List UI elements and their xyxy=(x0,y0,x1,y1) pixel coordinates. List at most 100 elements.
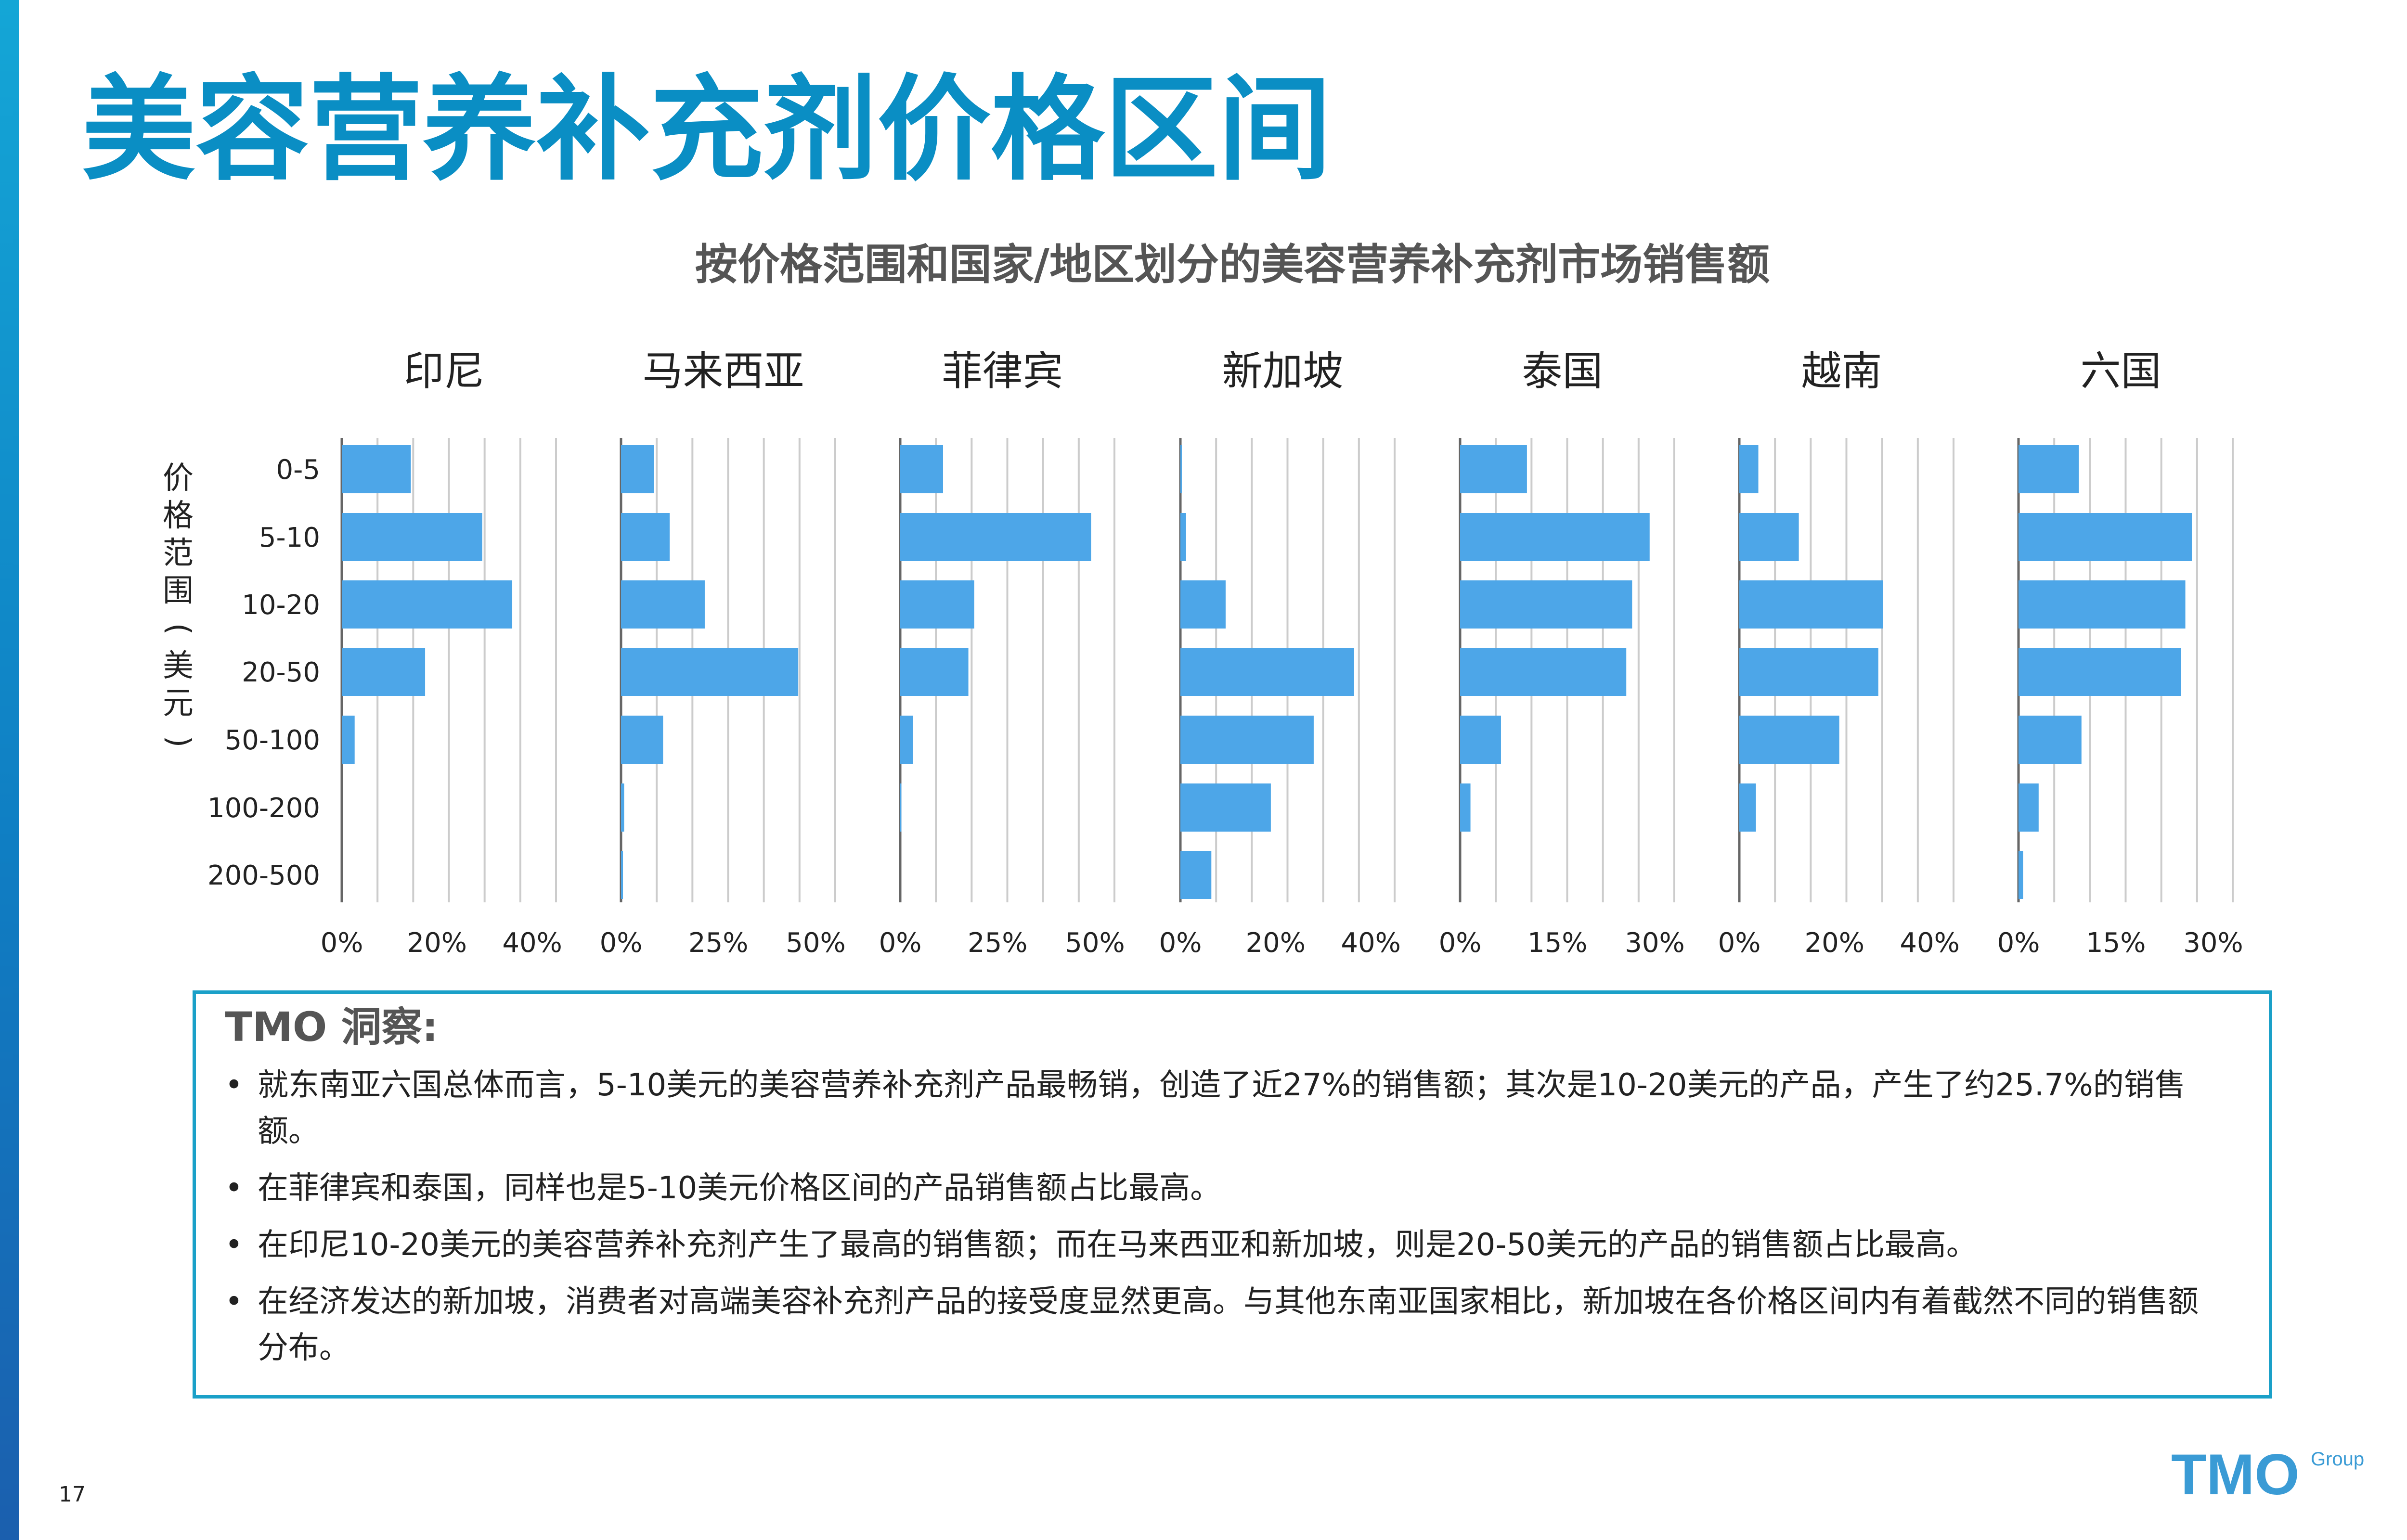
bar xyxy=(1460,648,1627,696)
bar xyxy=(1460,716,1501,764)
chart-panel: 越南 0% 20% 40% xyxy=(1718,347,1960,959)
bar xyxy=(1739,580,1883,629)
tick-label: 20% xyxy=(1805,927,1864,959)
tick-label: 0% xyxy=(1718,927,1761,959)
panel-title: 马来西亚 xyxy=(642,347,804,395)
tick-label: 50% xyxy=(786,927,845,959)
tmo-group-logo: TMO Group xyxy=(2171,1442,2364,1507)
bullet-icon: • xyxy=(225,1067,243,1103)
bar xyxy=(2019,648,2181,696)
category-label: 50-100 xyxy=(225,725,320,756)
tick-label: 20% xyxy=(1246,927,1306,959)
tick-label: 15% xyxy=(1527,927,1587,959)
bar xyxy=(2019,783,2039,832)
y-axis-label-char: 范 xyxy=(163,536,194,571)
slide-title: 美容营养补充剂价格区间 xyxy=(82,64,1332,196)
bar xyxy=(342,513,482,561)
chart-panel: 印尼 0% 20% 40% xyxy=(321,347,562,959)
bar xyxy=(2019,513,2192,561)
y-axis-label-char: 格 xyxy=(163,498,194,534)
y-axis-label-char: 围 xyxy=(163,573,194,609)
tick-label: 0% xyxy=(1997,927,2040,959)
bar xyxy=(621,783,624,832)
bar xyxy=(1180,851,1212,899)
insight-text: 在菲律宾和泰国，同样也是5-10美元价格区间的产品销售额占比最高。 xyxy=(258,1170,1221,1206)
panel-title: 印尼 xyxy=(403,347,484,395)
bar xyxy=(342,648,426,696)
insight-heading: TMO 洞察: xyxy=(225,1003,439,1051)
chart-area: 印尼 0% 20% 40% 马来西亚 0% 25% 50% 菲律宾 0% 25% 50% 新加坡 0% 20… xyxy=(161,347,2243,959)
insight-text: 在经济发达的新加坡，消费者对高端美容补充剂产品的接受度显然更高。与其他东南亚国家… xyxy=(258,1284,2199,1366)
bar xyxy=(900,783,902,832)
panel-title: 新加坡 xyxy=(1222,347,1343,395)
tick-label: 0% xyxy=(1159,927,1202,959)
category-label: 5-10 xyxy=(259,522,320,553)
tick-label: 20% xyxy=(407,927,467,959)
bar xyxy=(1460,580,1632,629)
y-axis-label-char: 元 xyxy=(163,686,194,721)
insight-text: 就东南亚六国总体而言，5-10美元的美容营养补充剂产品最畅销，创造了近27%的销… xyxy=(258,1067,2186,1149)
bar xyxy=(900,513,1091,561)
insight-item: • 在经济发达的新加坡，消费者对高端美容补充剂产品的接受度显然更高。与其他东南亚… xyxy=(225,1279,2227,1371)
tick-label: 25% xyxy=(688,927,748,959)
bar xyxy=(1739,648,1878,696)
bar xyxy=(1180,648,1354,696)
insight-item: • 在印尼10-20美元的美容营养补充剂产生了最高的销售额；而在马来西亚和新加坡… xyxy=(225,1222,2227,1268)
insight-item: • 在菲律宾和泰国，同样也是5-10美元价格区间的产品销售额占比最高。 xyxy=(225,1165,2227,1211)
chart-panel: 马来西亚 0% 25% 50% xyxy=(600,347,846,959)
tick-label: 0% xyxy=(1439,927,1482,959)
bar xyxy=(1460,513,1650,561)
bar xyxy=(621,580,705,629)
logo-wordmark: TMO xyxy=(2171,1442,2300,1507)
panel-title: 泰国 xyxy=(1522,347,1603,395)
logo-subtext: Group xyxy=(2311,1449,2364,1470)
bullet-icon: • xyxy=(225,1170,243,1206)
bar xyxy=(1739,716,1839,764)
tick-label: 0% xyxy=(600,927,643,959)
tick-label: 40% xyxy=(1900,927,1959,959)
bar xyxy=(621,716,663,764)
category-label: 10-20 xyxy=(242,590,320,621)
y-axis-label-char: 价 xyxy=(163,461,194,496)
category-label: 200-500 xyxy=(207,860,320,891)
tick-label: 50% xyxy=(1065,927,1125,959)
tick-label: 0% xyxy=(321,927,363,959)
panel-title: 越南 xyxy=(1801,347,1882,395)
insight-text: 在印尼10-20美元的美容营养补充剂产生了最高的销售额；而在马来西亚和新加坡，则… xyxy=(258,1227,1977,1263)
tick-label: 40% xyxy=(1341,927,1400,959)
insight-item: • 就东南亚六国总体而言，5-10美元的美容营养补充剂产品最畅销，创造了近27%… xyxy=(225,1062,2227,1155)
bar xyxy=(2019,580,2186,629)
bullet-icon: • xyxy=(225,1227,243,1263)
tick-label: 15% xyxy=(2086,927,2146,959)
bar xyxy=(1180,513,1186,561)
tick-label: 30% xyxy=(1625,927,1684,959)
chart-panel: 泰国 0% 15% 30% xyxy=(1439,347,1685,959)
tick-label: 40% xyxy=(502,927,562,959)
bar xyxy=(1180,783,1271,832)
chart-panel: 菲律宾 0% 25% 50% xyxy=(879,347,1125,959)
page-number: 17 xyxy=(59,1482,86,1507)
bar xyxy=(1180,445,1182,493)
category-label: 20-50 xyxy=(242,657,320,688)
bullet-icon: • xyxy=(225,1284,243,1320)
bar xyxy=(2019,851,2023,899)
insight-list: • 就东南亚六国总体而言，5-10美元的美容营养补充剂产品最畅销，创造了近27%… xyxy=(225,1062,2227,1382)
bar xyxy=(1739,513,1799,561)
bar xyxy=(1180,580,1226,629)
bar xyxy=(900,716,913,764)
bar xyxy=(621,513,670,561)
bar xyxy=(1180,716,1314,764)
chart-panel: 六国 0% 15% 30% xyxy=(1997,347,2243,959)
bar xyxy=(1460,445,1527,493)
bar xyxy=(621,445,654,493)
bar xyxy=(1460,783,1471,832)
bar xyxy=(1739,445,1759,493)
bar xyxy=(342,716,355,764)
bar xyxy=(342,445,411,493)
bar xyxy=(1739,783,1756,832)
tick-label: 0% xyxy=(879,927,922,959)
chart-title: 按价格范围和国家/地区划分的美容营养补充剂市场销售额 xyxy=(695,240,1770,289)
y-axis-label-char: ( xyxy=(161,623,196,635)
panel-title: 菲律宾 xyxy=(942,347,1063,395)
bar xyxy=(621,648,799,696)
